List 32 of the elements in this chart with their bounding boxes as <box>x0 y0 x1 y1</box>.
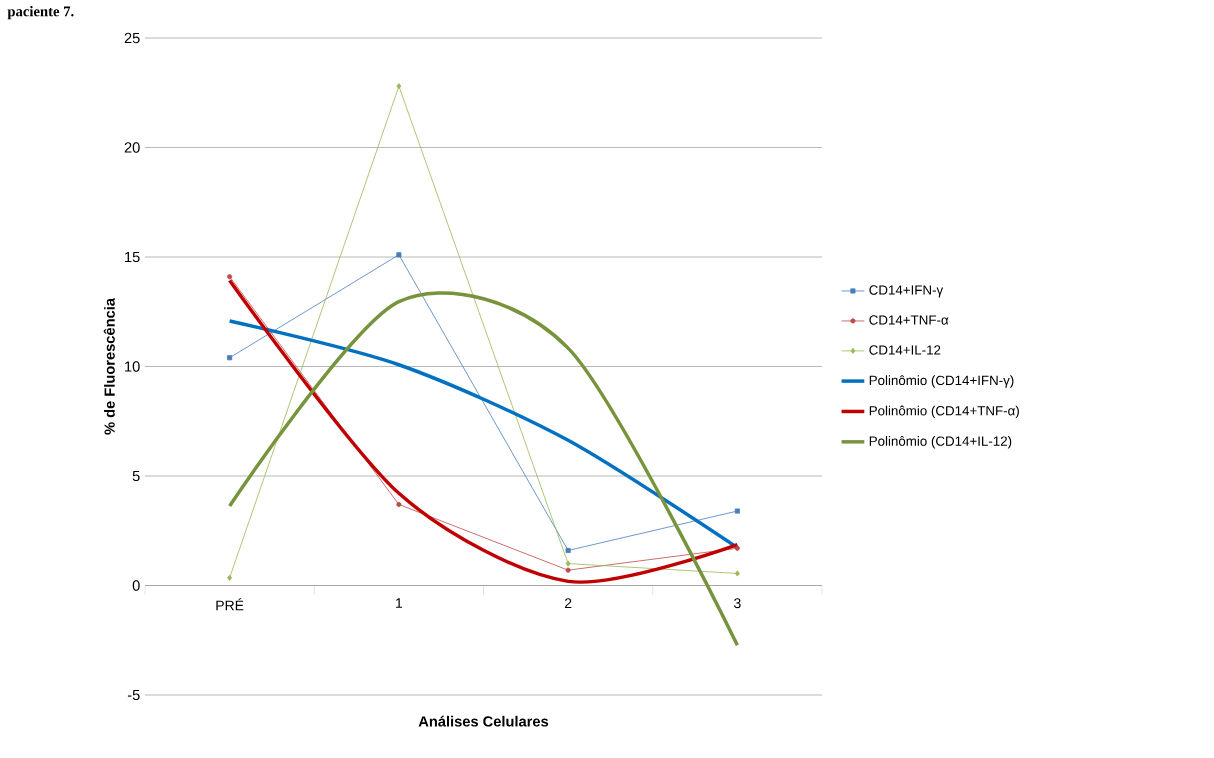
point <box>227 274 233 280</box>
point <box>396 501 402 507</box>
point <box>734 570 740 577</box>
point <box>396 83 402 90</box>
legend-label: Polinômio (CD14+IFN-γ) <box>869 375 1014 388</box>
point <box>227 574 233 581</box>
y-tick-label: 10 <box>125 361 140 372</box>
point <box>565 547 571 553</box>
x-tick-label: 1 <box>396 598 403 608</box>
y-tick-label: -5 <box>127 689 140 701</box>
y-tick-label: 20 <box>124 142 140 153</box>
legend-label: CD14+IFN-γ <box>869 285 944 298</box>
legend-label: CD14+TNF-α <box>869 315 949 325</box>
legend-label: Polinômio (CD14+IL-12) <box>869 435 1012 449</box>
x-tick-label: 2 <box>564 598 572 608</box>
x-tick-label: PRÉ <box>216 598 244 611</box>
y-tick-label: 15 <box>125 251 140 263</box>
y-tick-label: 5 <box>132 470 140 482</box>
y-tick-label: 25 <box>124 32 140 44</box>
point <box>734 545 740 551</box>
point <box>227 355 233 361</box>
y-tick-label: 0 <box>132 580 140 591</box>
x-axis-title: Análises Celulares <box>418 715 549 727</box>
point <box>565 567 571 573</box>
point <box>565 560 571 567</box>
y-axis-title: % de Fluorescência <box>103 297 115 435</box>
text: paciente 7. <box>7 6 74 20</box>
legend-label: Polinômio (CD14+TNF-α) <box>869 405 1019 419</box>
x-tick-label: 3 <box>734 598 741 609</box>
point <box>734 508 740 514</box>
point <box>396 252 402 258</box>
legend-label: CD14+IL-12 <box>869 345 941 355</box>
